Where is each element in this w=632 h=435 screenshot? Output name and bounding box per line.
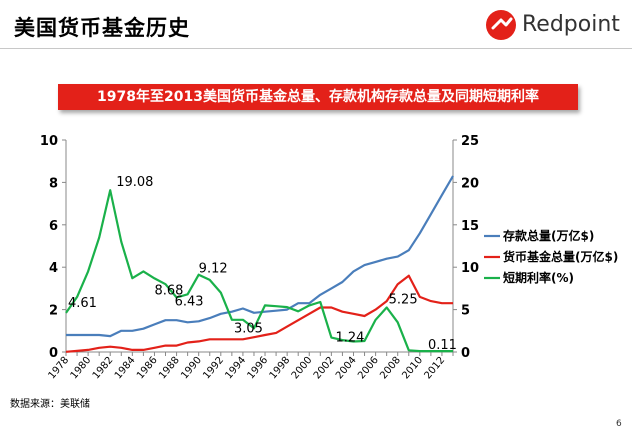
x-tick-label: 1984 <box>113 355 138 382</box>
legend-label-1: 存款总量(万亿$) <box>502 228 594 243</box>
right-tick-label: 20 <box>461 176 479 191</box>
data-label: 9.12 <box>199 262 228 277</box>
data-source: 数据来源：美联储 <box>10 399 90 410</box>
x-tick-label: 1992 <box>201 355 226 382</box>
x-tick-label: 2002 <box>312 355 337 382</box>
redpoint-logo-icon <box>486 10 516 40</box>
left-tick-label: 2 <box>49 304 58 319</box>
legend-label-3: 短期利率(%) <box>503 270 574 285</box>
series-line-2 <box>65 274 453 353</box>
data-label: 6.43 <box>175 294 204 309</box>
data-label: 0.11 <box>428 338 457 353</box>
redpoint-logo: Redpoint <box>484 8 624 44</box>
x-tick-label: 1998 <box>268 355 293 382</box>
data-label: 5.25 <box>389 292 418 307</box>
x-tick-label: 1996 <box>246 355 271 382</box>
left-tick-label: 4 <box>49 261 58 276</box>
series-line-1 <box>66 175 454 338</box>
x-tick-label: 2000 <box>290 355 315 382</box>
page-number: 6 <box>616 419 622 429</box>
series-line-3 <box>65 189 453 353</box>
x-tick-label: 1982 <box>91 355 116 382</box>
left-tick-label: 6 <box>49 219 58 234</box>
data-label: 4.61 <box>68 296 97 311</box>
x-tick-label: 1986 <box>135 355 160 382</box>
right-tick-label: 0 <box>461 346 470 361</box>
chart-title-banner: 1978年至2013美国货币基金总量、存款机构存款总量及同期短期利率 <box>58 84 578 110</box>
data-label: 19.08 <box>116 175 153 190</box>
title-divider <box>0 48 632 49</box>
data-label: 1.24 <box>335 330 364 345</box>
slide-title: 美国货币基金历史 <box>14 16 190 40</box>
right-tick-label: 5 <box>461 304 470 319</box>
x-tick-label: 2010 <box>400 355 425 382</box>
right-tick-label: 25 <box>461 134 479 149</box>
logo-text: Redpoint <box>522 12 620 37</box>
x-tick-label: 2012 <box>422 355 447 382</box>
left-tick-label: 0 <box>49 346 58 361</box>
x-tick-label: 1994 <box>223 355 248 382</box>
data-label: 3.05 <box>234 321 263 336</box>
x-tick-label: 2004 <box>334 355 359 382</box>
x-tick-label: 1988 <box>157 355 182 382</box>
x-tick-label: 1990 <box>179 355 204 382</box>
right-tick-label: 15 <box>461 219 479 234</box>
left-tick-label: 10 <box>40 134 58 149</box>
data-label: 8.68 <box>154 283 183 298</box>
x-tick-label: 2008 <box>378 355 403 382</box>
legend-label-2: 货币基金总量(万亿$) <box>503 249 618 264</box>
x-tick-label: 1980 <box>69 355 94 382</box>
right-tick-label: 10 <box>461 261 479 276</box>
x-tick-label: 2006 <box>356 355 381 382</box>
left-tick-label: 8 <box>49 176 58 191</box>
